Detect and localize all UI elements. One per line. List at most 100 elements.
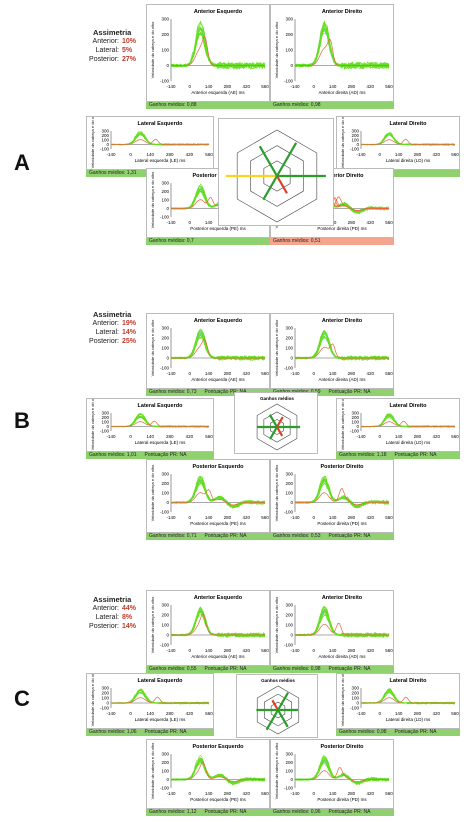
gain-spoke-pd: [276, 175, 288, 194]
saccade-trace: [361, 420, 455, 427]
mean-gain-label: Ganhos médios: 0,96: [273, 809, 321, 815]
plot-svg: Posterior Direito 300 200 100 0 -100-140 0 140 2…: [274, 742, 393, 802]
x-tick-label: 0: [189, 84, 192, 89]
x-axis-label: Anterior esquerda (AE) ms: [191, 377, 245, 382]
y-tick-label: 200: [161, 189, 169, 194]
y-tick-label: 0: [356, 701, 359, 706]
eye-velocity-trace: [170, 328, 266, 361]
plot-title: Anterior Esquerdo: [194, 595, 243, 601]
x-tick-label: 140: [395, 152, 403, 157]
eye-velocity-trace: [170, 757, 266, 786]
mean-gain-label: Ganhos médios: 0,55: [149, 666, 197, 672]
y-tick-label: 200: [351, 691, 359, 696]
y-tick-label: 300: [285, 17, 293, 22]
x-axis-label: Lateral esquerda (LE) ms: [135, 440, 187, 445]
y-tick-label: -100: [284, 366, 294, 371]
hexagon-ring: [236, 129, 318, 223]
x-tick-label: -140: [106, 434, 116, 439]
x-tick-label: 280: [224, 648, 232, 653]
eye-velocity-trace: [294, 22, 390, 69]
plot-a-le: Lateral Esquerdo 300 200 100 0 -100 -140 0 140 28…: [86, 116, 214, 170]
x-tick-label: 0: [129, 152, 132, 157]
x-tick-label: 560: [261, 515, 269, 520]
gain-spoke-ad: [276, 142, 298, 177]
x-tick-label: 0: [129, 711, 132, 716]
plot-title: Posterior Direito: [320, 744, 364, 750]
x-tick-label: 0: [189, 515, 192, 520]
asymmetry-row: Lateral: 14%: [85, 328, 136, 337]
gain-diagram-svg: Ganhos médios: [256, 678, 300, 735]
hexagon-ring: [263, 411, 291, 443]
panel-label-c: C: [14, 686, 30, 711]
asymmetry-title: Assimetria: [93, 28, 132, 37]
x-axis-label: Posterior esquerda (PE) ms: [190, 226, 246, 231]
x-tick-label: 560: [205, 711, 213, 716]
y-tick-label: 300: [161, 472, 169, 477]
x-tick-label: 420: [186, 152, 194, 157]
x-tick-label: 280: [166, 711, 174, 716]
plot-svg: Anterior Direito 300 200 100 0 -100-140 0 140 28…: [274, 595, 393, 659]
eye-velocity-trace: [294, 22, 390, 69]
y-tick-label: 100: [101, 696, 109, 701]
x-tick-label: 560: [261, 648, 269, 653]
eye-velocity-trace: [170, 22, 266, 69]
eye-velocity-trace: [110, 413, 210, 428]
eye-velocity-trace: [294, 614, 390, 638]
plot-title: Lateral Direito: [390, 121, 428, 127]
y-tick-label: 200: [101, 415, 109, 420]
saccade-trace: [171, 35, 265, 66]
y-tick-label: 0: [166, 777, 169, 782]
x-tick-label: 560: [261, 791, 269, 796]
plot-title: Anterior Esquerdo: [194, 318, 243, 324]
x-tick-label: -140: [166, 220, 176, 225]
asymmetry-value: 14%: [122, 329, 137, 336]
y-tick-label: 200: [285, 32, 293, 37]
plot-svg: Posterior Esquerdo 300 200 100 0 -100-140 0 140…: [150, 742, 269, 802]
saccade-trace: [170, 761, 266, 782]
x-tick-label: -140: [290, 371, 300, 376]
eye-velocity-trace: [294, 608, 390, 638]
y-tick-label: -100: [100, 706, 110, 711]
y-tick-label: 200: [285, 481, 293, 486]
gain-diagram-a: [218, 118, 334, 226]
eye-velocity-trace: [110, 689, 210, 705]
x-axis-label: Lateral direita (LD) ms: [386, 717, 431, 722]
gain-footer: Ganhos médios: 1,01 Pontuação PR: NA: [86, 452, 214, 459]
gain-spoke-pd: [277, 709, 289, 728]
plot-b-pe: Posterior Esquerdo 300 200 100 0 -100 -140 0 140…: [146, 459, 270, 533]
x-tick-label: 420: [242, 515, 250, 520]
pr-score-label: Pontuação PR: NA: [144, 452, 187, 458]
y-tick-label: 200: [351, 133, 359, 138]
gain-spoke-ae: [268, 414, 278, 428]
diagram-title: Ganhos médios: [261, 678, 295, 683]
y-tick-label: 100: [161, 198, 169, 203]
asymmetry-row: Anterior: 44%: [85, 604, 136, 613]
asymmetry-value: 25%: [122, 338, 137, 345]
eye-velocity-trace: [170, 28, 266, 69]
y-tick-label: -100: [100, 147, 110, 152]
eye-velocity-trace: [110, 414, 210, 428]
x-tick-label: 280: [414, 711, 422, 716]
y-tick-label: 200: [161, 613, 169, 618]
hexagon-ring: [256, 403, 298, 451]
y-tick-label: 300: [161, 326, 169, 331]
eye-velocity-trace: [294, 606, 390, 638]
eye-velocity-trace: [170, 329, 266, 361]
y-tick-label: -100: [160, 366, 170, 371]
asymmetry-label: Posterior:: [89, 56, 119, 63]
x-tick-label: 420: [242, 791, 250, 796]
pr-score-label: Pontuação PR: NA: [394, 452, 437, 458]
asymmetry-value: 19%: [122, 320, 137, 327]
gain-footer: Ganhos médios: 1,18 Pontuação PR: NA: [336, 452, 460, 459]
y-axis-label: Velocidade da cabeça e do olho: [274, 596, 279, 653]
eye-velocity-trace: [110, 413, 210, 428]
gain-footer: Ganhos médios: 0,73 Pontuação PR: NA: [146, 389, 270, 396]
x-tick-label: 560: [261, 84, 269, 89]
x-tick-label: 0: [189, 648, 192, 653]
x-tick-label: 280: [224, 371, 232, 376]
y-tick-label: 300: [161, 17, 169, 22]
y-tick-label: -100: [160, 510, 170, 515]
x-tick-label: 0: [313, 371, 316, 376]
x-tick-label: 420: [242, 84, 250, 89]
asymmetry-row: Lateral: 8%: [85, 613, 136, 622]
